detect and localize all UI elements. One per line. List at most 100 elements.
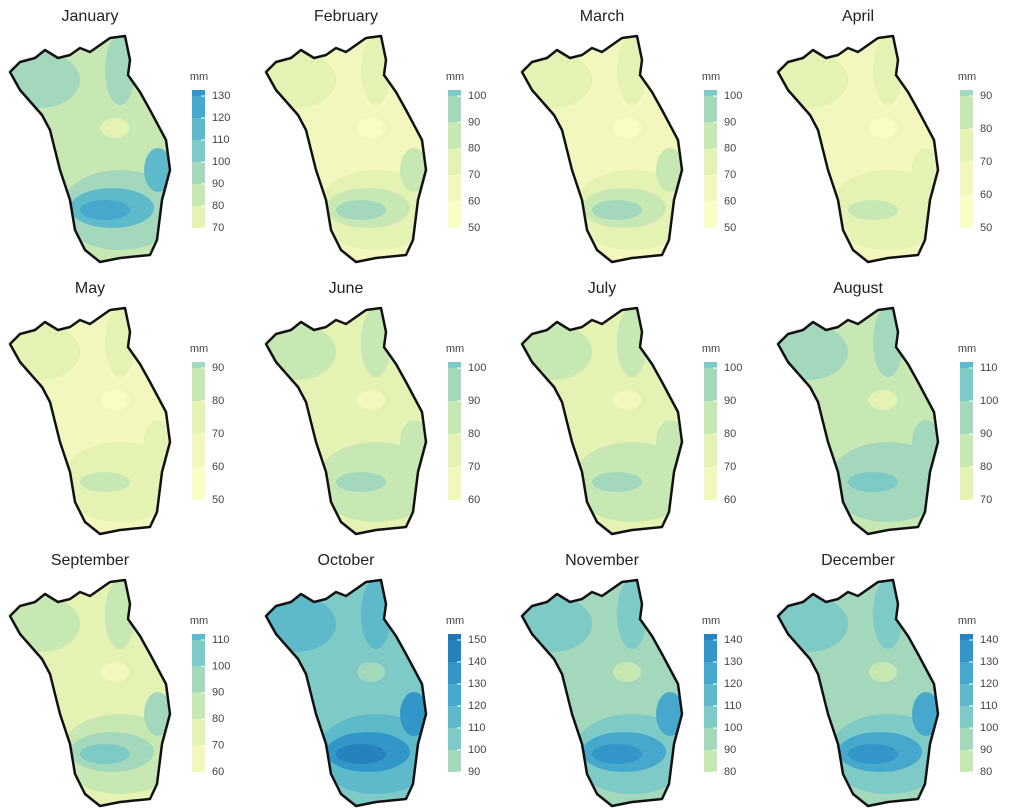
legend-tick-label: 100 (724, 362, 742, 374)
legend-swatch (448, 201, 461, 228)
legend-cap (704, 90, 717, 96)
map-outline (776, 306, 940, 536)
legend-swatch (192, 640, 205, 667)
legend-swatch (192, 140, 205, 162)
legend-tick-label: 110 (724, 700, 742, 712)
map-outline (520, 34, 684, 264)
legend-swatch (192, 184, 205, 206)
map-zone (266, 596, 336, 652)
panel-title: November (565, 552, 639, 569)
map-zone (400, 420, 426, 464)
map-panel: June mm 60 70 80 90 100 (264, 280, 486, 536)
panel-title: October (318, 552, 376, 569)
legend-swatch (192, 467, 205, 500)
legend-tick-label: 50 (212, 494, 224, 506)
legend-tick-label: 100 (468, 90, 486, 102)
map-fill (266, 580, 426, 806)
legend-swatch (192, 719, 205, 746)
map-zone (266, 52, 336, 108)
legend-tick-label: 70 (724, 169, 736, 181)
legend-swatch (960, 162, 973, 195)
legend-tick-label: 100 (980, 395, 998, 407)
legend-tick-label: 80 (724, 766, 736, 778)
legend-tick-label: 100 (212, 660, 230, 672)
map-fill (778, 36, 938, 262)
legend-swatch (448, 175, 461, 202)
legend-swatch (704, 401, 717, 434)
map-zone (361, 36, 391, 105)
legend-swatch (192, 401, 205, 434)
map-zone (144, 148, 170, 192)
legend-cap (960, 634, 973, 640)
map-zone (361, 580, 391, 649)
legend-tick-label: 90 (724, 744, 736, 756)
legend-swatch (448, 640, 461, 662)
legend-cap (704, 362, 717, 368)
legend-tick-label: 120 (212, 112, 230, 124)
legend-tick-label: 90 (468, 116, 480, 128)
legend-unit: mm (702, 615, 720, 627)
legend-swatch (704, 728, 717, 750)
legend-tick-label: 80 (212, 200, 224, 212)
map-outline (776, 578, 940, 808)
legend-cap (448, 634, 461, 640)
legend-swatch (704, 640, 717, 662)
legend-swatch (448, 728, 461, 750)
legend-swatch (960, 96, 973, 129)
legend-unit: mm (190, 71, 208, 83)
map-zone (613, 662, 641, 682)
legend-swatch (192, 162, 205, 184)
legend-swatch (448, 706, 461, 728)
legend-tick-label: 90 (468, 766, 480, 778)
legend-unit: mm (446, 615, 464, 627)
map-zone (869, 118, 897, 138)
map-panel: December mm 80 90 100 110 120 130 140 (776, 552, 998, 808)
legend-cap (704, 634, 717, 640)
legend-swatch (704, 201, 717, 228)
legend-swatch (704, 148, 717, 176)
legend-cap (192, 634, 205, 640)
legend-tick-label: 70 (980, 156, 992, 168)
map-zone (617, 36, 647, 105)
panel-title: February (314, 8, 378, 25)
legend-tick-label: 90 (980, 428, 992, 440)
map-panel: April mm 50 60 70 80 90 (776, 8, 992, 264)
legend-swatch (704, 96, 717, 123)
panel-title: December (821, 552, 895, 569)
map-zone (873, 308, 903, 377)
legend-swatch (960, 706, 973, 728)
legend-swatch (448, 662, 461, 684)
legend-unit: mm (190, 615, 208, 627)
map-zone (912, 420, 938, 464)
map-zone (10, 596, 80, 652)
legend-tick-label: 70 (980, 494, 992, 506)
legend-tick-label: 100 (468, 362, 486, 374)
legend-tick-label: 120 (980, 678, 998, 690)
legend-tick-label: 70 (724, 461, 736, 473)
legend-tick-label: 110 (212, 134, 230, 146)
legend-swatch (960, 195, 973, 228)
map-outline (8, 578, 172, 808)
legend-tick-label: 80 (980, 123, 992, 135)
legend-unit: mm (446, 343, 464, 355)
map-panel: October mm 90 100 110 120 130 140 150 (264, 552, 486, 808)
legend-swatch (960, 467, 973, 500)
map-zone (144, 692, 170, 736)
legend-tick-label: 60 (212, 766, 224, 778)
map-panel: May mm 50 60 70 80 90 (8, 280, 224, 536)
legend-cap (192, 362, 205, 368)
map-panel: March mm 50 60 70 80 90 100 (520, 8, 742, 264)
panel-title: July (588, 280, 616, 297)
legend-swatch (960, 684, 973, 706)
legend-tick-label: 70 (468, 461, 480, 473)
legend-swatch (192, 118, 205, 140)
map-zone (873, 580, 903, 649)
legend-tick-label: 60 (468, 196, 480, 208)
legend-swatch (192, 745, 205, 772)
map-zone (522, 596, 592, 652)
legend-tick-label: 70 (212, 428, 224, 440)
map-zone (361, 308, 391, 377)
legend-tick-label: 80 (980, 766, 992, 778)
legend-tick-label: 140 (724, 634, 742, 646)
legend-tick-label: 120 (468, 700, 486, 712)
